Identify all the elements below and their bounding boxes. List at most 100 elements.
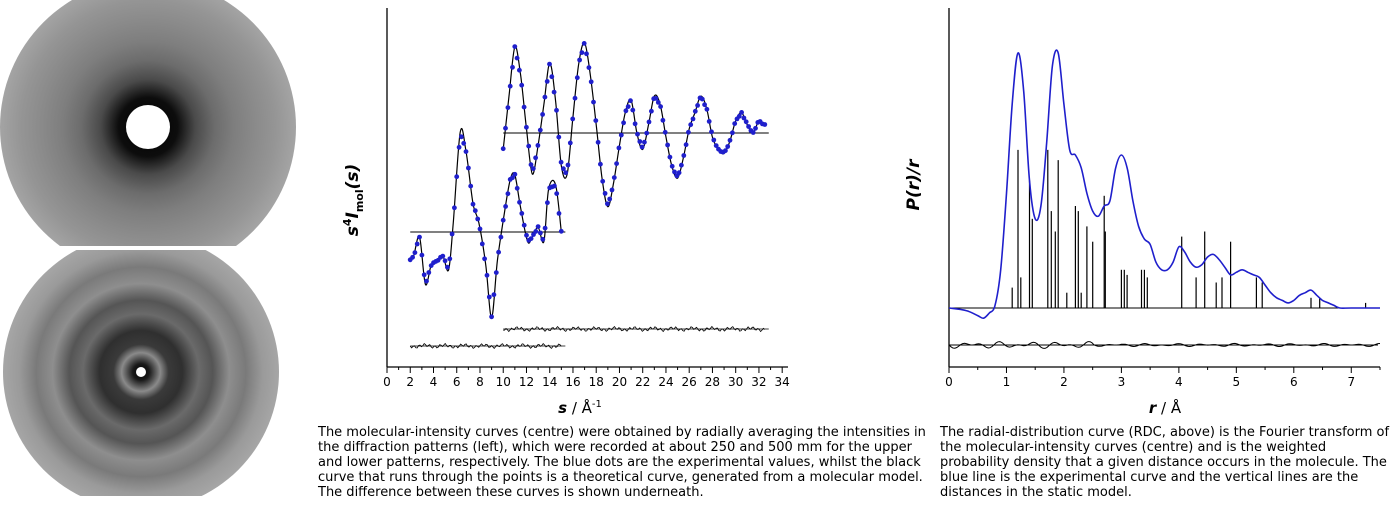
mic-series-2-exp-point <box>723 148 728 154</box>
mic-series-2-exp-point <box>570 116 576 122</box>
mic-series-2-difference-curve <box>503 325 766 333</box>
mic-series-1 <box>407 127 566 350</box>
caption-molecular-intensity: The molecular-intensity curves (centre) … <box>318 425 926 500</box>
mic-series-1-exp-point <box>417 234 422 240</box>
mic-series-2-exp-point <box>623 108 629 114</box>
mic-series-2-exp-point <box>533 155 538 161</box>
mic-xlabel: s / Å-1 <box>558 398 602 417</box>
mic-series-2-exp-point <box>669 163 675 169</box>
mic-series-2-exp-point <box>595 139 601 145</box>
mic-series-2-exp-point <box>690 116 696 122</box>
mic-series-1-exp-point <box>414 241 420 247</box>
mic-series-2-exp-point <box>554 107 559 113</box>
mic-series-2-exp-point <box>625 104 631 109</box>
mic-series-1-exp-point <box>498 234 504 240</box>
mic-series-2-exp-point <box>526 143 532 149</box>
mic-series-2-exp-point <box>581 41 587 46</box>
mic-series-2-exp-point <box>679 162 684 168</box>
mic-series-1-exp-point <box>466 165 471 171</box>
mic-series-1-exp-point <box>461 140 467 146</box>
mic-series-2-exp-point <box>602 191 608 196</box>
mic-series-1-theory-curve <box>409 127 562 319</box>
rdc-x-tick-label: 4 <box>1175 375 1183 389</box>
mic-series-2-exp-point <box>551 89 557 95</box>
mic-series-2-exp-point <box>649 108 654 114</box>
mic-series-1-exp-point <box>452 205 457 211</box>
rdc-x-tick-label: 2 <box>1060 375 1068 389</box>
mic-series-2-exp-point <box>521 104 527 110</box>
mic-ylabel: s4Imol(s) <box>341 164 366 237</box>
mic-series-2-exp-point <box>556 134 562 140</box>
mic-series-2-exp-point <box>598 161 603 167</box>
mic-series-2-exp-point <box>572 95 578 101</box>
mic-series-2-exp-point <box>665 142 670 148</box>
mic-x-tick-label: 0 <box>383 375 391 389</box>
molecular-intensity-axes: 0 2 4 6 8 10 12 14 16 18 20 22 24 26 28 30 32 34 <box>383 8 790 389</box>
mic-series-2-exp-point <box>507 83 513 89</box>
rdc-ylabel: P(r)/r <box>904 158 924 211</box>
mic-series-2-exp-point <box>727 137 733 143</box>
mic-series-2-exp-point <box>741 115 747 121</box>
mic-series-2-exp-point <box>574 75 580 81</box>
mic-series-2-exp-point <box>746 124 751 129</box>
mic-series-1-exp-point <box>535 224 541 230</box>
mic-series-1-exp-point <box>479 241 485 247</box>
mic-series-1-exp-point <box>445 264 450 270</box>
mic-series-1-exp-point <box>521 222 527 228</box>
mic-series-2-exp-point <box>500 146 506 152</box>
mic-series-1-exp-point <box>514 185 520 191</box>
mic-series-1-exp-point <box>538 230 543 236</box>
mic-series-2-exp-point <box>588 79 594 85</box>
mic-x-tick-label: 20 <box>612 375 627 389</box>
mic-series-1-exp-point <box>510 175 515 181</box>
mic-x-tick-label: 10 <box>496 375 511 389</box>
mic-series-1-exp-point <box>442 258 448 264</box>
mic-series-2-exp-point <box>732 121 738 126</box>
mic-series-2-exp-point <box>676 170 682 176</box>
mic-series-2-exp-point <box>630 107 636 113</box>
mic-series-2-exp-point <box>632 121 638 127</box>
rdc-difference-curve <box>948 341 1381 349</box>
mic-series-1-exp-point <box>472 208 478 214</box>
mic-series-2-exp-point <box>753 125 758 131</box>
mic-series-2-exp-point <box>644 130 650 136</box>
mic-series-1-exp-point <box>524 232 529 238</box>
mic-series-2-exp-point <box>537 127 543 133</box>
mic-x-tick-label: 26 <box>682 375 697 389</box>
molecular-intensity-chart: 0 2 4 6 8 10 12 14 16 18 20 22 24 26 28 30 32 34 s4Imol(s… <box>341 8 790 417</box>
radial-distribution-chart: 0 1 2 3 4 5 6 7 P(r)/r r / Å <box>904 8 1381 417</box>
mic-series-2-exp-point <box>611 175 617 181</box>
mic-series-2-exp-point <box>549 74 555 80</box>
mic-series-1-exp-point <box>419 252 425 258</box>
mic-series-2-exp-point <box>662 129 668 135</box>
mic-series-1-exp-point <box>500 217 506 223</box>
diffraction-pattern-upper <box>0 0 296 246</box>
mic-series-2-exp-point <box>736 113 742 119</box>
mic-x-tick-label: 32 <box>751 375 766 389</box>
mic-series-2-exp-point <box>637 139 643 144</box>
mic-series-2-exp-point <box>699 96 705 102</box>
mic-series-1-exp-point <box>447 256 453 262</box>
mic-series-2-exp-point <box>709 129 714 135</box>
mic-series-2 <box>500 41 769 333</box>
mic-series-1-exp-point <box>533 229 539 234</box>
mic-series-2-exp-point <box>614 161 619 167</box>
mic-series-1-difference-curve <box>409 342 562 350</box>
mic-series-2-exp-point <box>530 166 536 172</box>
mic-series-2-exp-point <box>695 103 700 108</box>
mic-series-1-exp-point <box>412 250 418 256</box>
rdc-x-tick-label: 7 <box>1347 375 1355 389</box>
mic-series-2-exp-point <box>577 57 582 63</box>
mic-series-1-exp-point <box>475 216 481 222</box>
mic-series-2-exp-point <box>514 55 520 61</box>
mic-series-1-exp-point <box>503 204 508 209</box>
mic-x-tick-label: 14 <box>542 375 557 389</box>
mic-series-2-exp-point <box>586 65 592 70</box>
mic-x-tick-label: 12 <box>519 375 534 389</box>
mic-series-2-exp-point <box>635 131 640 137</box>
mic-series-1-exp-point <box>449 231 455 237</box>
mic-series-1-exp-point <box>440 253 446 259</box>
mic-series-1-exp-point <box>512 171 518 177</box>
mic-series-2-exp-point <box>517 67 522 73</box>
diffraction-pattern-lower <box>3 250 279 496</box>
